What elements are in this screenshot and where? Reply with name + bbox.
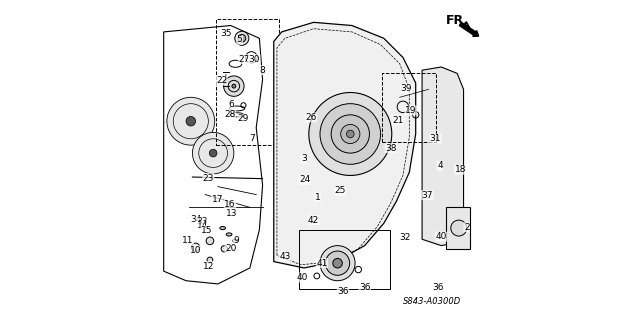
Bar <box>300 230 390 289</box>
Text: FR.: FR. <box>446 14 469 27</box>
Bar <box>382 73 436 142</box>
Text: 1: 1 <box>315 193 321 202</box>
Text: 9: 9 <box>233 236 239 245</box>
Text: 35: 35 <box>220 29 232 38</box>
Text: 7: 7 <box>249 134 255 143</box>
Circle shape <box>193 132 234 174</box>
Text: 8: 8 <box>260 66 266 75</box>
Circle shape <box>221 246 227 252</box>
Text: 39: 39 <box>401 84 412 93</box>
Polygon shape <box>422 67 463 246</box>
Circle shape <box>191 243 200 251</box>
Text: 27: 27 <box>238 55 250 63</box>
Text: 19: 19 <box>405 106 417 115</box>
Circle shape <box>209 149 217 157</box>
Ellipse shape <box>232 239 238 242</box>
Text: 26: 26 <box>305 113 317 122</box>
Bar <box>216 19 278 145</box>
Text: 33: 33 <box>196 217 208 226</box>
Circle shape <box>320 104 381 164</box>
Circle shape <box>331 115 369 153</box>
Text: 29: 29 <box>237 114 249 123</box>
Circle shape <box>309 93 392 175</box>
Text: 41: 41 <box>316 259 328 268</box>
Circle shape <box>186 116 196 126</box>
Text: 12: 12 <box>203 262 214 271</box>
FancyArrow shape <box>460 22 479 36</box>
Text: 40: 40 <box>296 273 308 282</box>
Circle shape <box>206 237 214 245</box>
Ellipse shape <box>229 60 242 67</box>
Text: 4: 4 <box>437 161 443 170</box>
Text: 28: 28 <box>225 110 236 119</box>
Text: 38: 38 <box>385 144 397 152</box>
Bar <box>446 207 470 249</box>
Circle shape <box>232 84 236 88</box>
Polygon shape <box>274 22 416 268</box>
Text: 20: 20 <box>225 244 236 253</box>
Text: 32: 32 <box>399 233 410 242</box>
Text: 14: 14 <box>197 221 208 230</box>
Text: 18: 18 <box>454 165 466 174</box>
Text: 25: 25 <box>335 186 346 195</box>
Ellipse shape <box>220 226 225 230</box>
Text: 31: 31 <box>429 134 441 143</box>
Text: 36: 36 <box>359 283 371 292</box>
Text: 42: 42 <box>308 216 319 225</box>
Text: 10: 10 <box>190 246 202 255</box>
Text: 15: 15 <box>201 226 212 235</box>
Text: 37: 37 <box>421 191 433 200</box>
Text: 36: 36 <box>432 283 444 292</box>
Circle shape <box>325 251 349 275</box>
Text: 40: 40 <box>436 232 447 241</box>
Text: 17: 17 <box>212 195 223 204</box>
Circle shape <box>451 220 467 236</box>
Circle shape <box>346 130 354 138</box>
Text: 11: 11 <box>182 236 194 245</box>
Text: 30: 30 <box>248 55 260 63</box>
Circle shape <box>207 257 213 263</box>
Ellipse shape <box>230 113 244 117</box>
Circle shape <box>340 124 360 144</box>
Text: 24: 24 <box>299 175 310 184</box>
Text: 13: 13 <box>225 209 237 218</box>
Text: 5: 5 <box>237 35 243 44</box>
Circle shape <box>320 246 355 281</box>
Circle shape <box>238 34 246 42</box>
Text: 43: 43 <box>279 252 291 261</box>
Text: 3: 3 <box>301 154 307 163</box>
Ellipse shape <box>226 233 232 236</box>
Text: 23: 23 <box>203 174 214 182</box>
Text: 22: 22 <box>216 76 227 85</box>
Circle shape <box>333 258 342 268</box>
Text: 21: 21 <box>392 116 404 125</box>
Circle shape <box>167 97 215 145</box>
Text: 2: 2 <box>464 223 470 232</box>
Text: 34: 34 <box>191 215 202 224</box>
Circle shape <box>223 76 244 96</box>
Circle shape <box>235 31 249 45</box>
Ellipse shape <box>229 106 244 111</box>
Text: 36: 36 <box>337 287 349 296</box>
Text: S843-A0300D: S843-A0300D <box>403 297 461 306</box>
Text: 6: 6 <box>228 100 234 109</box>
Text: 16: 16 <box>224 200 236 209</box>
